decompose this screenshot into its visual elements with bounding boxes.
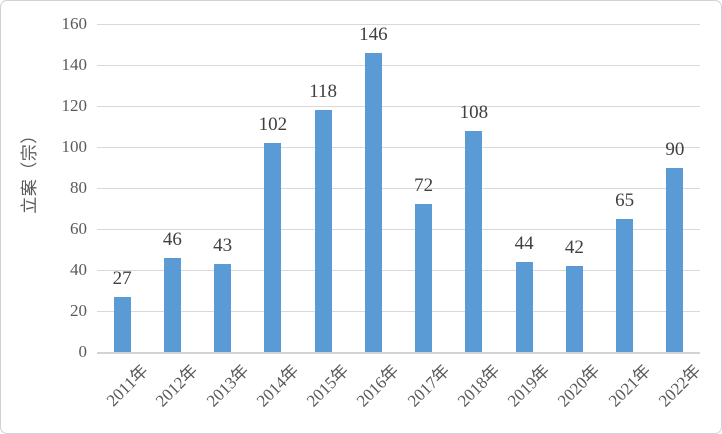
bar-value-label-2018年: 108 bbox=[459, 101, 489, 123]
x-tick-label-2011年: 2011年 bbox=[102, 361, 152, 411]
bar-2017年 bbox=[415, 204, 433, 352]
bar-2012年 bbox=[163, 257, 181, 352]
gridline-y-40 bbox=[97, 270, 700, 271]
gridline-y-20 bbox=[97, 311, 700, 312]
bar-value-label-2019年: 44 bbox=[514, 232, 534, 254]
gridline-y-120 bbox=[97, 106, 700, 107]
bar-2022年 bbox=[666, 167, 684, 352]
bar-value-label-2020年: 42 bbox=[564, 236, 584, 258]
gridline-y-160 bbox=[97, 24, 700, 25]
x-tick-label-2021年: 2021年 bbox=[604, 361, 655, 411]
plot-area: 27 46 43 102 118 146 72 108 44 42 65 90 bbox=[97, 24, 700, 354]
bar-value-label-2021年: 65 bbox=[615, 189, 635, 211]
x-tick-label-2015年: 2015年 bbox=[303, 361, 353, 411]
y-tick-label-20: 20 bbox=[70, 301, 87, 320]
bar-2019年 bbox=[515, 261, 533, 352]
bar-value-label-2016年: 146 bbox=[359, 23, 388, 45]
bar-2013年 bbox=[214, 263, 232, 352]
y-tick-label-40: 40 bbox=[70, 260, 87, 279]
y-tick-label-80: 80 bbox=[70, 178, 87, 197]
y-tick-label-0: 0 bbox=[78, 342, 88, 361]
x-tick-label-2016年: 2016年 bbox=[353, 361, 403, 411]
x-tick-label-2013年: 2013年 bbox=[202, 361, 253, 411]
bar-value-label-2017年: 72 bbox=[414, 175, 434, 197]
bar-2018年 bbox=[465, 130, 483, 352]
gridline-y-100 bbox=[97, 147, 700, 148]
x-tick-label-2017年: 2017年 bbox=[403, 361, 454, 411]
x-tick-label-2019年: 2019年 bbox=[504, 361, 554, 411]
x-tick-label-2020年: 2020年 bbox=[554, 361, 604, 411]
bar-value-label-2012年: 46 bbox=[162, 228, 182, 250]
y-tick-label-120: 120 bbox=[61, 96, 88, 115]
y-tick-label-100: 100 bbox=[61, 137, 88, 156]
bar-2021年 bbox=[616, 218, 634, 352]
y-tick-label-160: 160 bbox=[61, 14, 88, 33]
bar-value-label-2015年: 118 bbox=[309, 81, 338, 103]
bar-2011年 bbox=[113, 296, 131, 352]
gridline-y-60 bbox=[97, 229, 700, 230]
gridline-y-140 bbox=[97, 65, 700, 66]
bar-value-label-2011年: 27 bbox=[112, 267, 132, 289]
bar-2020年 bbox=[565, 265, 583, 352]
bar-value-label-2013年: 43 bbox=[213, 234, 233, 256]
gridline-y-80 bbox=[97, 188, 700, 189]
y-tick-label-60: 60 bbox=[70, 219, 87, 238]
bar-2014年 bbox=[264, 142, 282, 352]
bar-2016年 bbox=[364, 52, 382, 352]
bar-value-label-2022年: 90 bbox=[665, 138, 685, 160]
y-tick-label-140: 140 bbox=[61, 55, 88, 74]
bar-2015年 bbox=[314, 110, 332, 352]
x-tick-label-2012年: 2012年 bbox=[152, 361, 202, 411]
bar-value-label-2014年: 102 bbox=[258, 113, 288, 135]
y-axis-title: 立案（宗） bbox=[20, 126, 39, 214]
x-tick-label-2014年: 2014年 bbox=[252, 361, 303, 411]
x-tick-label-2018年: 2018年 bbox=[453, 361, 504, 411]
x-tick-label-2022年: 2022年 bbox=[654, 361, 705, 411]
